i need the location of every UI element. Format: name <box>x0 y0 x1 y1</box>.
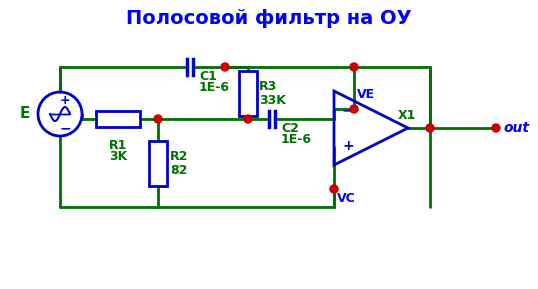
Text: 1E-6: 1E-6 <box>199 81 230 94</box>
Text: Полосовой фильтр на ОУ: Полосовой фильтр на ОУ <box>126 9 412 28</box>
Circle shape <box>350 105 358 113</box>
Text: C1: C1 <box>199 70 217 83</box>
Circle shape <box>492 124 500 132</box>
Text: −: − <box>59 121 71 135</box>
Text: VE: VE <box>357 88 375 101</box>
Text: E: E <box>19 107 30 121</box>
Text: VC: VC <box>337 192 356 205</box>
Circle shape <box>330 185 338 193</box>
Bar <box>149 140 167 186</box>
Text: R1: R1 <box>109 139 127 152</box>
Circle shape <box>350 63 358 71</box>
Text: −: − <box>342 103 353 117</box>
Text: 33K: 33K <box>259 94 286 107</box>
Text: out: out <box>503 121 529 135</box>
Bar <box>239 71 257 116</box>
Circle shape <box>426 124 434 132</box>
Circle shape <box>244 115 252 123</box>
Text: 1E-6: 1E-6 <box>281 133 312 146</box>
Circle shape <box>154 115 162 123</box>
Text: +: + <box>342 139 353 153</box>
Text: +: + <box>60 94 70 107</box>
Text: C2: C2 <box>281 122 299 135</box>
Text: R3: R3 <box>259 81 277 94</box>
Text: X1: X1 <box>398 109 416 122</box>
Circle shape <box>221 63 229 71</box>
Text: 82: 82 <box>170 164 187 177</box>
Text: 3K: 3K <box>109 150 127 163</box>
Text: R2: R2 <box>170 151 188 164</box>
Bar <box>96 111 140 127</box>
